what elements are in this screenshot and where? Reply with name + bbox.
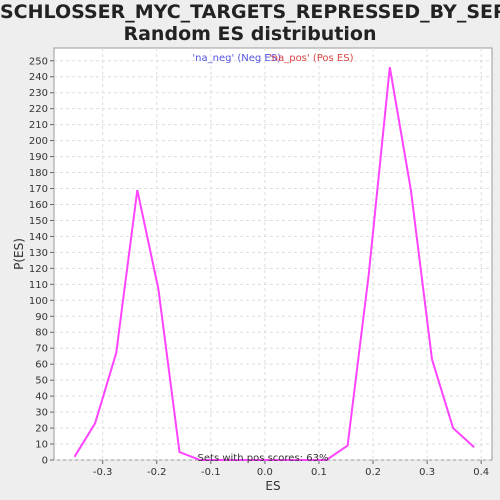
y-tick-label: 70 — [35, 344, 48, 355]
y-tick-label: 130 — [29, 248, 48, 259]
x-axis-label: ES — [265, 479, 280, 493]
y-tick-label: 80 — [35, 328, 48, 339]
y-tick-label: 190 — [29, 152, 48, 163]
x-tick-label: 0.1 — [311, 467, 327, 478]
x-tick-label: -0.2 — [147, 467, 167, 478]
y-axis: 0 10 20 30 40 50 60 70 80 90 100 110 120 130 140 150 160… — [29, 56, 54, 467]
y-tick-label: 250 — [29, 56, 48, 67]
plot-area — [53, 47, 493, 461]
x-tick-label: 0.4 — [473, 467, 489, 478]
y-tick-label: 140 — [29, 232, 48, 243]
y-tick-label: 0 — [42, 456, 48, 467]
chart-title-line2: Random ES distribution — [123, 23, 377, 45]
y-tick-label: 200 — [29, 136, 48, 147]
pos-scores-annotation: Sets with pos scores: 63% — [198, 453, 329, 464]
y-axis-label: P(ES) — [12, 238, 26, 270]
y-tick-label: 180 — [29, 168, 48, 179]
y-tick-label: 220 — [29, 104, 48, 115]
y-tick-label: 110 — [29, 280, 48, 291]
y-tick-label: 50 — [35, 376, 48, 387]
x-tick-label: -0.3 — [93, 467, 113, 478]
y-tick-label: 240 — [29, 72, 48, 83]
y-tick-label: 170 — [29, 184, 48, 195]
grid — [54, 48, 492, 461]
x-tick-label: 0.0 — [257, 467, 273, 478]
legend-item-neg: 'na_neg' (Neg ES) — [192, 53, 281, 64]
chart-title-line1: SCHLOSSER_MYC_TARGETS_REPRESSED_BY_SERUM… — [0, 1, 500, 23]
y-tick-label: 10 — [35, 440, 48, 451]
y-tick-label: 40 — [35, 392, 48, 403]
y-tick-label: 60 — [35, 360, 48, 371]
y-tick-label: 30 — [35, 408, 48, 419]
x-tick-label: 0.2 — [365, 467, 381, 478]
x-tick-label: -0.1 — [201, 467, 221, 478]
x-tick-label: 0.3 — [419, 467, 435, 478]
series-line — [73, 67, 475, 461]
y-tick-label: 100 — [29, 296, 48, 307]
y-tick-label: 160 — [29, 200, 48, 211]
y-tick-label: 230 — [29, 88, 48, 99]
y-tick-label: 20 — [35, 424, 48, 435]
y-tick-label: 150 — [29, 216, 48, 227]
legend-item-pos: 'na_pos' (Pos ES) — [269, 53, 354, 64]
y-tick-label: 90 — [35, 312, 48, 323]
y-tick-label: 210 — [29, 120, 48, 131]
y-tick-label: 120 — [29, 264, 48, 275]
